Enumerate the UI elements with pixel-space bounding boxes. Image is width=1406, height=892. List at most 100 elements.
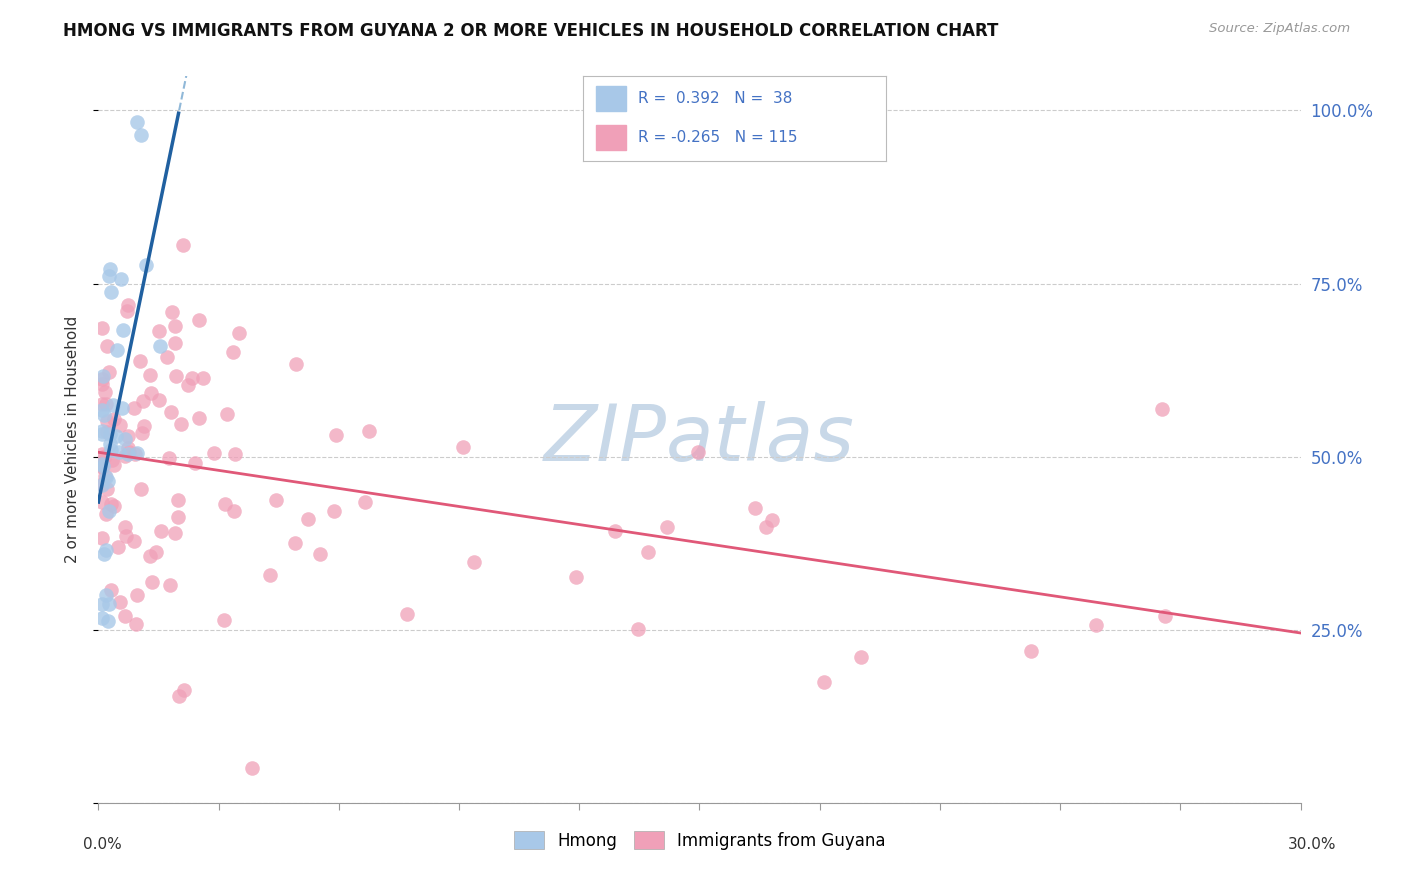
Point bbox=[114, 520, 136, 534]
Point bbox=[139, 386, 162, 401]
Point bbox=[100, 497, 122, 511]
Text: HMONG VS IMMIGRANTS FROM GUYANA 2 OR MORE VEHICLES IN HOUSEHOLD CORRELATION CHAR: HMONG VS IMMIGRANTS FROM GUYANA 2 OR MOR… bbox=[63, 22, 998, 40]
Point bbox=[308, 547, 330, 561]
Point bbox=[139, 549, 162, 564]
Point bbox=[214, 497, 236, 511]
Point bbox=[163, 318, 186, 333]
Text: 30.0%: 30.0% bbox=[1288, 838, 1336, 852]
Point bbox=[149, 339, 172, 353]
Point bbox=[1150, 402, 1173, 417]
Point bbox=[755, 520, 778, 534]
Point bbox=[108, 594, 131, 608]
Point bbox=[125, 589, 148, 603]
Text: R =  0.392   N =  38: R = 0.392 N = 38 bbox=[638, 91, 792, 106]
Point bbox=[166, 509, 188, 524]
Point bbox=[122, 401, 145, 415]
Point bbox=[97, 504, 120, 518]
Point bbox=[91, 597, 114, 611]
Point bbox=[91, 426, 114, 441]
Point bbox=[172, 238, 194, 252]
Point bbox=[627, 622, 650, 636]
Bar bbox=[596, 86, 626, 112]
Point bbox=[131, 482, 153, 496]
Text: R = -0.265   N = 115: R = -0.265 N = 115 bbox=[638, 130, 797, 145]
Point bbox=[93, 547, 115, 561]
Point bbox=[94, 468, 117, 483]
Point bbox=[160, 305, 183, 319]
Point bbox=[91, 495, 114, 509]
Point bbox=[159, 578, 181, 592]
Point bbox=[100, 442, 122, 457]
Point bbox=[96, 414, 118, 428]
Point bbox=[242, 761, 264, 775]
Point bbox=[124, 447, 146, 461]
Point bbox=[115, 304, 138, 318]
Point bbox=[94, 449, 117, 463]
Point bbox=[115, 528, 138, 542]
Point bbox=[357, 424, 380, 438]
Point bbox=[91, 459, 114, 474]
Point bbox=[193, 370, 215, 384]
Point bbox=[202, 445, 225, 459]
Point bbox=[110, 271, 132, 285]
Point bbox=[135, 258, 157, 272]
Text: Source: ZipAtlas.com: Source: ZipAtlas.com bbox=[1209, 22, 1350, 36]
Point bbox=[655, 519, 678, 533]
Point bbox=[131, 128, 153, 143]
Point bbox=[1085, 617, 1108, 632]
Point bbox=[98, 269, 121, 284]
Point bbox=[222, 345, 245, 359]
Point bbox=[453, 440, 475, 454]
Point bbox=[157, 451, 180, 466]
Point bbox=[603, 524, 626, 539]
Text: 0.0%: 0.0% bbox=[83, 838, 122, 852]
Point bbox=[91, 459, 114, 474]
Point bbox=[173, 682, 195, 697]
Point bbox=[108, 444, 131, 458]
Point bbox=[117, 429, 139, 443]
Point bbox=[160, 405, 183, 419]
Point bbox=[188, 313, 211, 327]
Point bbox=[325, 427, 347, 442]
Point bbox=[98, 426, 121, 441]
Point bbox=[91, 372, 114, 386]
Point bbox=[145, 545, 167, 559]
Point bbox=[637, 545, 659, 559]
Point bbox=[97, 597, 120, 611]
Point bbox=[323, 504, 346, 518]
Point bbox=[1019, 644, 1042, 658]
Point bbox=[114, 608, 136, 623]
Point bbox=[96, 339, 118, 353]
Y-axis label: 2 or more Vehicles in Household: 2 or more Vehicles in Household bbox=[65, 316, 80, 563]
Point bbox=[132, 418, 155, 433]
Point bbox=[105, 343, 128, 357]
Point bbox=[100, 452, 122, 467]
Point bbox=[91, 376, 114, 391]
Point bbox=[100, 285, 122, 299]
Point bbox=[184, 456, 207, 470]
Point bbox=[96, 397, 118, 411]
Point bbox=[148, 393, 170, 408]
Point bbox=[166, 493, 188, 508]
Bar bbox=[596, 125, 626, 151]
Point bbox=[128, 354, 150, 368]
Point bbox=[91, 424, 114, 438]
Point bbox=[131, 425, 153, 440]
Point bbox=[744, 500, 766, 515]
Point bbox=[94, 508, 117, 522]
Point bbox=[139, 368, 162, 382]
Point bbox=[259, 568, 281, 582]
Text: ZIPatlas: ZIPatlas bbox=[544, 401, 855, 477]
Point bbox=[141, 574, 163, 589]
Point bbox=[94, 385, 117, 400]
Point bbox=[96, 483, 118, 497]
Point bbox=[118, 444, 141, 458]
Point bbox=[463, 555, 485, 569]
Point bbox=[111, 401, 134, 416]
Point bbox=[224, 504, 246, 518]
Point bbox=[91, 403, 114, 417]
Point bbox=[125, 446, 148, 460]
Point bbox=[688, 444, 710, 458]
Point bbox=[285, 357, 308, 371]
Point bbox=[177, 377, 200, 392]
